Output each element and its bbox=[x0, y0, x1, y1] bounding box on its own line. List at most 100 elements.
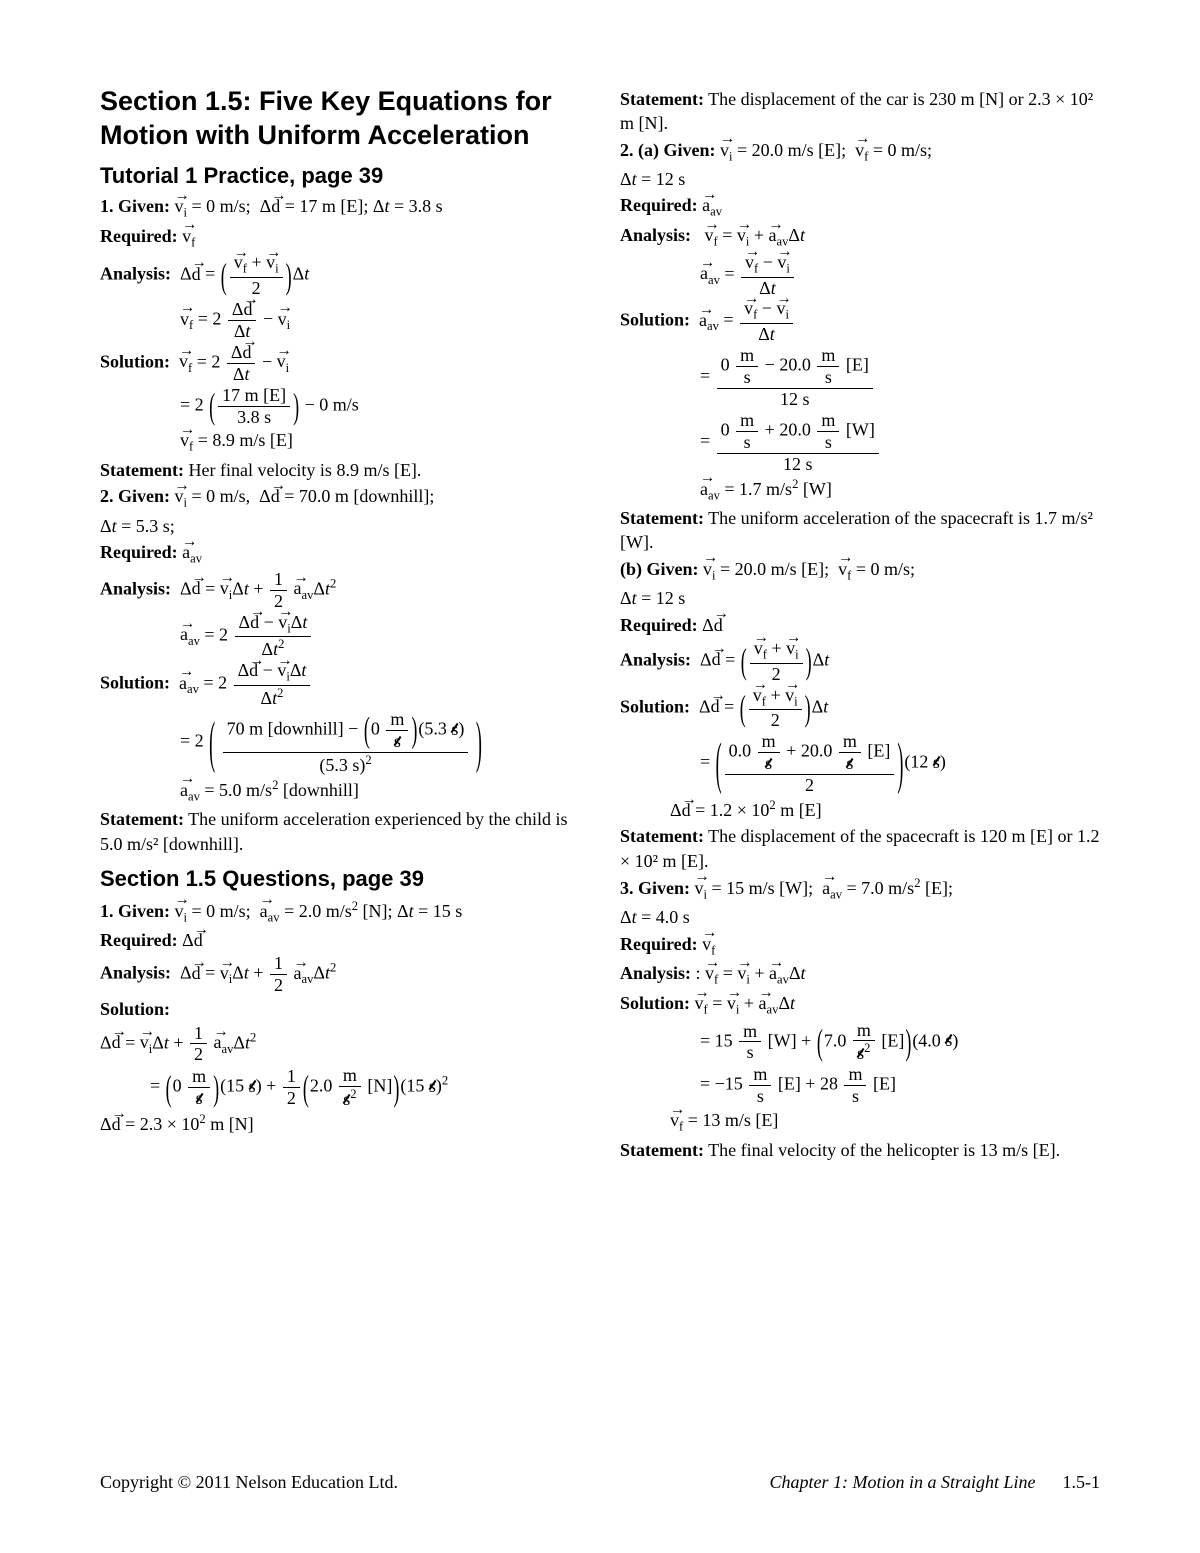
required-label: Required: bbox=[620, 615, 698, 635]
p2a-sol-result: aav = 1.7 m/s2 [W] bbox=[620, 476, 1100, 505]
solution-label: Solution: bbox=[100, 351, 170, 371]
p2a-sol-3: = 0 ms + 20.0 ms [W]12 s bbox=[620, 411, 1100, 474]
solution-label: Solution: bbox=[100, 999, 170, 1019]
p2b-required: Required: Δd bbox=[620, 613, 1100, 637]
solution-eq-3: vf = 8.9 m/s [E] bbox=[100, 428, 580, 456]
p2b-given: (b) Given: vi = 20.0 m/s [E]; vf = 0 m/s… bbox=[620, 557, 1100, 585]
analysis-eq-2b: aav = 2 Δd − viΔtΔt2 bbox=[100, 613, 580, 660]
problem-2-statement: Statement: The uniform acceleration expe… bbox=[100, 807, 580, 856]
analysis-label: Analysis: bbox=[100, 963, 171, 983]
two-column-layout: Section 1.5: Five Key Equations for Moti… bbox=[100, 85, 1100, 1164]
solution-eq-2: = 2 (17 m [E]3.8 s) − 0 m/s bbox=[100, 386, 580, 427]
required-label: Required: bbox=[100, 930, 178, 950]
page: Section 1.5: Five Key Equations for Moti… bbox=[0, 0, 1200, 1553]
q1-sol-result: Δd = 2.3 × 102 m [N] bbox=[100, 1111, 580, 1136]
p2b-solution: Solution: Δd = (vf + vi2)Δt bbox=[620, 686, 1100, 731]
copyright: Copyright © 2011 Nelson Education Ltd. bbox=[100, 1472, 398, 1493]
given-label: 2. (a) Given: bbox=[620, 140, 715, 160]
problem-2-dt: Δt = 5.3 s; bbox=[100, 514, 580, 538]
p2b-analysis: Analysis: Δd = (vf + vi2)Δt bbox=[620, 639, 1100, 684]
solution-label: Solution: bbox=[620, 993, 690, 1013]
statement-label: Statement: bbox=[620, 826, 704, 846]
problem-2-analysis: Analysis: Δd = viΔt + 12 aavΔt2 bbox=[100, 570, 580, 611]
p3-required: Required: vf bbox=[620, 932, 1100, 960]
questions-subhead: Section 1.5 Questions, page 39 bbox=[100, 864, 580, 894]
given-values: vi = 0 m/s; Δd = 17 m [E]; Δt = 3.8 s bbox=[175, 196, 443, 216]
required-label: Required: bbox=[100, 226, 178, 246]
problem-1-solution: Solution: vf = 2 ΔdΔt − vi bbox=[100, 343, 580, 384]
p2a-dt: Δt = 12 s bbox=[620, 167, 1100, 191]
problem-2-solution: Solution: aav = 2 Δd − viΔtΔt2 bbox=[100, 661, 580, 708]
analysis-eq-2: vf = 2 ΔdΔt − vi bbox=[100, 300, 580, 341]
given-label: 1. Given: bbox=[100, 196, 170, 216]
analysis-label: Analysis: bbox=[100, 578, 171, 598]
statement-label: Statement: bbox=[620, 508, 704, 528]
tutorial-subhead: Tutorial 1 Practice, page 39 bbox=[100, 161, 580, 191]
p2b-sol-result: Δd = 1.2 × 102 m [E] bbox=[620, 797, 1100, 822]
given-label: 3. Given: bbox=[620, 878, 690, 898]
problem-2-required: Required: aav bbox=[100, 540, 580, 568]
given-values: vi = 0 m/s, Δd = 70.0 m [downhill]; bbox=[175, 486, 435, 506]
right-column: Statement: The displacement of the car i… bbox=[620, 85, 1100, 1164]
chapter-title: Chapter 1: Motion in a Straight Line bbox=[769, 1472, 1035, 1492]
p2a-sol-2: = 0 ms − 20.0 ms [E]12 s bbox=[620, 346, 1100, 409]
problem-1-statement: Statement: Her final velocity is 8.9 m/s… bbox=[100, 458, 580, 482]
p2a-analysis: Analysis: vf = vi + aavΔt bbox=[620, 223, 1100, 251]
p2a-analysis-2: aav = vf − viΔt bbox=[620, 253, 1100, 298]
given-label: 2. Given: bbox=[100, 486, 170, 506]
p2a-solution: Solution: aav = vf − viΔt bbox=[620, 299, 1100, 344]
solution-eq: vf = 2 ΔdΔt − vi bbox=[175, 343, 290, 384]
problem-1-analysis: Analysis: Δd = (vf + vi2)Δt bbox=[100, 253, 580, 298]
q1-required: Required: Δd bbox=[100, 928, 580, 952]
solution-label: Solution: bbox=[100, 673, 170, 693]
analysis-label: Analysis: bbox=[620, 225, 691, 245]
p2b-dt: Δt = 12 s bbox=[620, 586, 1100, 610]
p3-statement: Statement: The final velocity of the hel… bbox=[620, 1138, 1100, 1162]
p2a-required: Required: aav bbox=[620, 193, 1100, 221]
required-label: Required: bbox=[100, 542, 178, 562]
p3-analysis: Analysis: : vf = vi + aavΔt bbox=[620, 961, 1100, 989]
page-footer: Copyright © 2011 Nelson Education Ltd. C… bbox=[100, 1472, 1100, 1493]
q1-sol-1: Δd = viΔt + 12 aavΔt2 bbox=[100, 1024, 580, 1065]
problem-2-sol-2: = 2 ( 70 m [downhill] − (0 ms)(5.3 s) (5… bbox=[100, 710, 580, 775]
problem-2-sol-result: aav = 5.0 m/s2 [downhill] bbox=[100, 777, 580, 806]
analysis-label: Analysis: bbox=[620, 963, 691, 983]
q1-given: 1. Given: vi = 0 m/s; aav = 2.0 m/s2 [N]… bbox=[100, 898, 580, 927]
p3-sol-result: vf = 13 m/s [E] bbox=[620, 1108, 1100, 1136]
given-label: (b) Given: bbox=[620, 559, 699, 579]
problem-2-given: 2. Given: vi = 0 m/s, Δd = 70.0 m [downh… bbox=[100, 484, 580, 512]
page-num: 1.5-1 bbox=[1063, 1472, 1101, 1492]
p3-solution: Solution: vf = vi + aavΔt bbox=[620, 991, 1100, 1019]
q1-analysis: Analysis: Δd = viΔt + 12 aavΔt2 bbox=[100, 954, 580, 995]
given-label: 1. Given: bbox=[100, 901, 170, 921]
statement-text: The final velocity of the helicopter is … bbox=[708, 1140, 1060, 1160]
required-label: Required: bbox=[620, 934, 698, 954]
p3-sol-3: = −15 ms [E] + 28 ms [E] bbox=[620, 1065, 1100, 1106]
analysis-label: Analysis: bbox=[100, 264, 171, 284]
solution-label: Solution: bbox=[620, 310, 690, 330]
p3-given: 3. Given: vi = 15 m/s [W]; aav = 7.0 m/s… bbox=[620, 875, 1100, 904]
given-values: vi = 0 m/s; aav = 2.0 m/s2 [N]; Δt = 15 … bbox=[175, 901, 463, 921]
p2a-given: 2. (a) Given: vi = 20.0 m/s [E]; vf = 0 … bbox=[620, 138, 1100, 166]
problem-1-given: 1. Given: vi = 0 m/s; Δd = 17 m [E]; Δt … bbox=[100, 194, 580, 222]
section-title: Section 1.5: Five Key Equations for Moti… bbox=[100, 85, 580, 153]
p2b-sol-2: = (0.0 ms + 20.0 ms [E]2)(12 s) bbox=[620, 732, 1100, 795]
analysis-eq: Δd = (vf + vi2)Δt bbox=[176, 253, 310, 298]
solution-label: Solution: bbox=[620, 696, 690, 716]
problem-1-required: Required: vf bbox=[100, 224, 580, 252]
statement-label: Statement: bbox=[620, 1140, 704, 1160]
p3-sol-2: = 15 ms [W] + (7.0 ms2 [E])(4.0 s) bbox=[620, 1021, 1100, 1064]
p3-dt: Δt = 4.0 s bbox=[620, 905, 1100, 929]
statement-label: Statement: bbox=[620, 89, 704, 109]
left-column: Section 1.5: Five Key Equations for Moti… bbox=[100, 85, 580, 1164]
statement-label: Statement: bbox=[100, 809, 184, 829]
statement-label: Statement: bbox=[100, 460, 184, 480]
p2b-statement: Statement: The displacement of the space… bbox=[620, 824, 1100, 873]
statement-text: Her final velocity is 8.9 m/s [E]. bbox=[188, 460, 421, 480]
p2a-statement: Statement: The uniform acceleration of t… bbox=[620, 506, 1100, 555]
q1-sol-2: = (0 ms)(15 s) + 12(2.0 ms2 [N])(15 s)2 bbox=[100, 1066, 580, 1109]
required-var: vf bbox=[182, 226, 195, 246]
analysis-label: Analysis: bbox=[620, 649, 691, 669]
q1-solution-label: Solution: bbox=[100, 997, 580, 1021]
chapter-ref: Chapter 1: Motion in a Straight Line 1.5… bbox=[769, 1472, 1100, 1493]
